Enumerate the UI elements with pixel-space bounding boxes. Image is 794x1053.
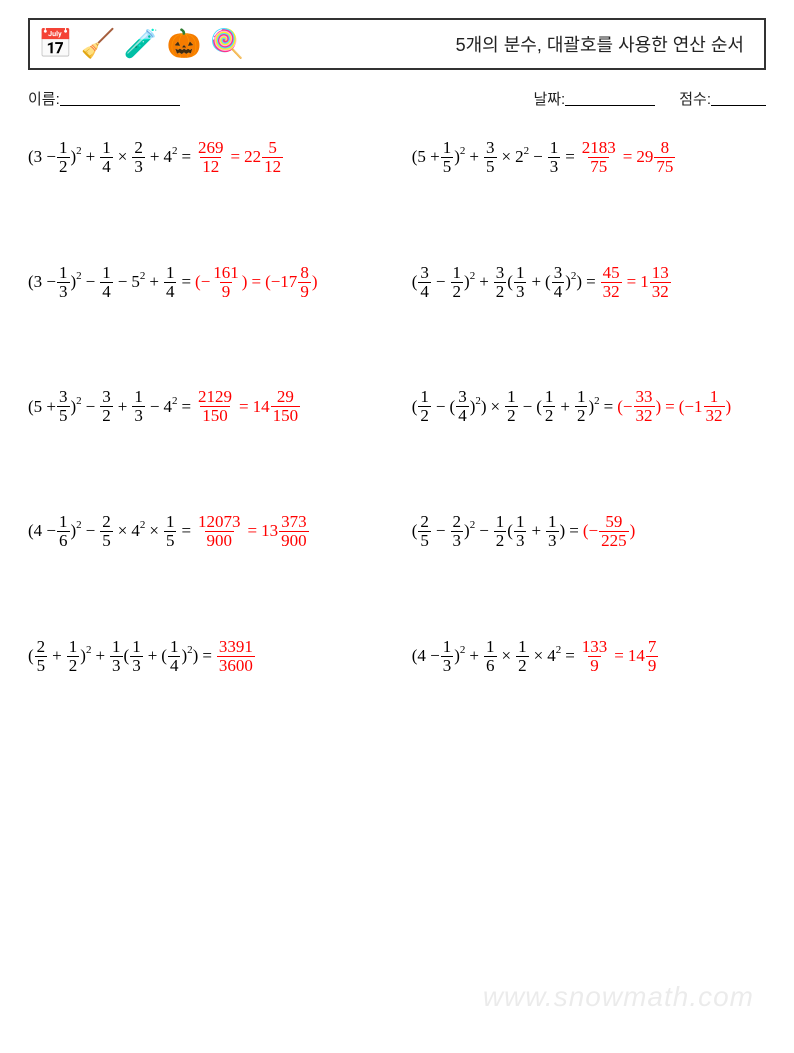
problem-cell: (5 +35)2−32+13−42=2129150=1429150 (28, 388, 412, 425)
question-part: (5 +35)2−32+13−42= (28, 388, 195, 425)
problem-cell: (34−12)2+32(13+(34)2)=4532=11332 (412, 264, 766, 301)
answer-part: 218375=29875 (579, 139, 677, 176)
problem-cell: (12−(34)2)×12−(12+12)2=(−3332)=(−1132) (412, 388, 766, 425)
question-part: (3 −12)2+14×23+42= (28, 139, 195, 176)
problem-cell: (5 +15)2+35×22−13=218375=29875 (412, 139, 766, 176)
answer-part: 2129150=1429150 (195, 388, 301, 425)
header-box: 📅 🧹 🧪 🎃 🍭 5개의 분수, 대괄호를 사용한 연산 순서 (28, 18, 766, 70)
question-part: (4 −16)2−25×42×15= (28, 513, 195, 550)
date-blank (565, 88, 655, 106)
answer-part: 33913600 (216, 638, 256, 675)
question-part: (25−23)2−12(13+13)= (412, 513, 583, 550)
math-expression: (3 −12)2+14×23+42=26912=22512 (28, 139, 412, 176)
name-blank (60, 88, 180, 106)
question-part: (5 +15)2+35×22−13= (412, 139, 579, 176)
problem-row: (4 −16)2−25×42×15=12073900=13373900(25−2… (28, 513, 766, 550)
lollipop-icon: 🍭 (210, 30, 245, 58)
answer-part: 12073900=13373900 (195, 513, 310, 550)
math-expression: (12−(34)2)×12−(12+12)2=(−3332)=(−1132) (412, 388, 766, 425)
broom-icon: 🧹 (81, 30, 116, 58)
question-part: (4 −13)2+16×12×42= (412, 638, 579, 675)
problem-cell: (25+12)2+13(13+(14)2)=33913600 (28, 638, 412, 675)
question-part: (3 −13)2−14−52+14= (28, 264, 195, 301)
question-part: (12−(34)2)×12−(12+12)2= (412, 388, 618, 425)
problem-row: (3 −13)2−14−52+14=(−1619)=(−1789)(34−12)… (28, 264, 766, 301)
math-expression: (25−23)2−12(13+13)=(−59225) (412, 513, 766, 550)
problem-cell: (25−23)2−12(13+13)=(−59225) (412, 513, 766, 550)
problem-cell: (3 −13)2−14−52+14=(−1619)=(−1789) (28, 264, 412, 301)
answer-part: (−1619)=(−1789) (195, 264, 317, 301)
problems-container: (3 −12)2+14×23+42=26912=22512(5 +15)2+35… (28, 139, 766, 674)
math-expression: (34−12)2+32(13+(34)2)=4532=11332 (412, 264, 766, 301)
math-expression: (4 −13)2+16×12×42=1339=1479 (412, 638, 766, 675)
problem-row: (5 +35)2−32+13−42=2129150=1429150(12−(34… (28, 388, 766, 425)
problem-cell: (4 −16)2−25×42×15=12073900=13373900 (28, 513, 412, 550)
calendar-icon: 📅 (38, 30, 73, 58)
answer-part: 1339=1479 (579, 638, 660, 675)
question-part: (25+12)2+13(13+(14)2)= (28, 638, 216, 675)
worksheet-title: 5개의 분수, 대괄호를 사용한 연산 순서 (244, 31, 764, 57)
answer-part: (−59225) (583, 513, 635, 550)
math-expression: (5 +35)2−32+13−42=2129150=1429150 (28, 388, 412, 425)
meta-row: 이름: 날짜: 점수: (28, 88, 766, 109)
header-icons: 📅 🧹 🧪 🎃 🍭 (30, 30, 244, 58)
answer-part: (−3332)=(−1132) (617, 388, 731, 425)
math-expression: (5 +15)2+35×22−13=218375=29875 (412, 139, 766, 176)
score-blank (711, 88, 766, 106)
worksheet-page: 📅 🧹 🧪 🎃 🍭 5개의 분수, 대괄호를 사용한 연산 순서 이름: 날짜:… (0, 0, 794, 1053)
answer-part: 26912=22512 (195, 139, 284, 176)
problem-cell: (3 −12)2+14×23+42=26912=22512 (28, 139, 412, 176)
math-expression: (4 −16)2−25×42×15=12073900=13373900 (28, 513, 412, 550)
watermark: www.snowmath.com (483, 981, 754, 1013)
cauldron-icon: 🧪 (124, 30, 159, 58)
score-label: 점수: (679, 88, 711, 109)
math-expression: (25+12)2+13(13+(14)2)=33913600 (28, 638, 412, 675)
answer-part: 4532=11332 (600, 264, 672, 301)
pumpkin-icon: 🎃 (167, 30, 202, 58)
problem-cell: (4 −13)2+16×12×42=1339=1479 (412, 638, 766, 675)
name-label: 이름: (28, 88, 60, 109)
math-expression: (3 −13)2−14−52+14=(−1619)=(−1789) (28, 264, 412, 301)
date-label: 날짜: (533, 88, 565, 109)
question-part: (34−12)2+32(13+(34)2)= (412, 264, 600, 301)
problem-row: (3 −12)2+14×23+42=26912=22512(5 +15)2+35… (28, 139, 766, 176)
problem-row: (25+12)2+13(13+(14)2)=33913600(4 −13)2+1… (28, 638, 766, 675)
